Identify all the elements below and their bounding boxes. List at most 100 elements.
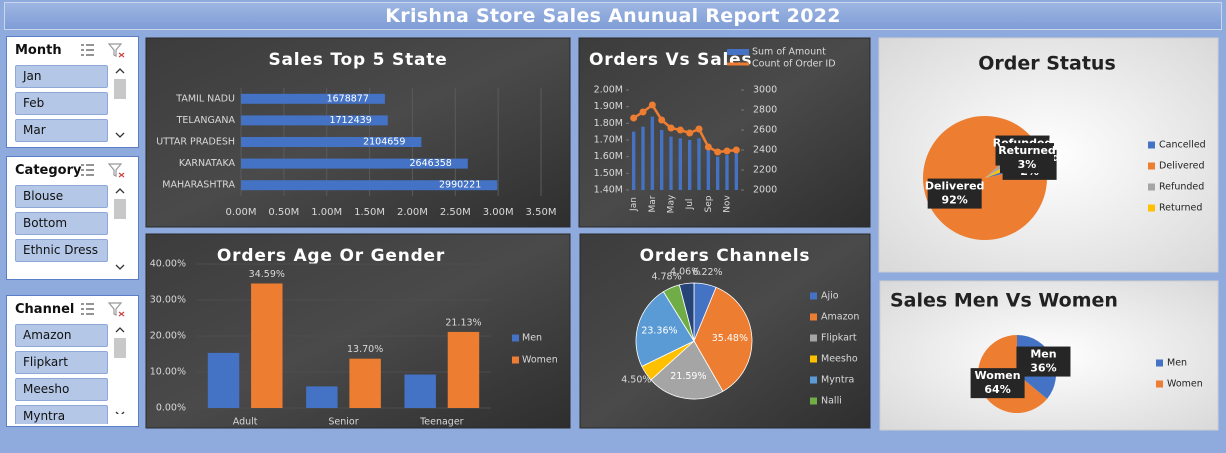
x-tick-label: Jul xyxy=(685,199,695,211)
chart-panel xyxy=(578,37,871,228)
legend-swatch xyxy=(1148,141,1155,149)
slicer-item[interactable]: Feb xyxy=(15,92,108,115)
data-label: 4.78% xyxy=(651,272,681,283)
y2-tick-label: 2200 xyxy=(753,165,777,176)
bar xyxy=(404,374,436,408)
chart-title: Orders Age Or Gender xyxy=(217,246,445,266)
legend-label: Women xyxy=(1167,379,1203,390)
x-tick-label: Nov xyxy=(723,195,733,213)
x-tick-label: 0.50M xyxy=(268,207,299,218)
bar xyxy=(650,116,655,190)
y-tick-label: 1.40M xyxy=(594,185,623,196)
slicer-item[interactable]: Mar xyxy=(15,119,108,142)
legend-label: Amazon xyxy=(821,312,859,323)
slicer-item[interactable]: Flipkart xyxy=(15,351,108,374)
data-label: 2104659 xyxy=(363,137,405,148)
legend-label: Count of Order ID xyxy=(752,59,836,70)
y-tick-label: 10.00% xyxy=(150,367,186,378)
bar xyxy=(631,131,636,190)
category-slicer[interactable]: Category Blouse Bottom Ethnic Dress xyxy=(6,156,139,280)
y2-tick-label: 2000 xyxy=(753,185,777,196)
data-label-name: Returned xyxy=(998,144,1056,157)
data-label: 6.22% xyxy=(692,267,722,278)
x-tick-label: 1.00M xyxy=(311,207,342,218)
data-label: 1678877 xyxy=(327,93,369,104)
marker xyxy=(658,116,666,124)
data-label: 21.13% xyxy=(445,317,481,328)
data-label: 4.06% xyxy=(670,266,700,277)
month-slicer[interactable]: Month Jan Feb Mar xyxy=(6,36,139,148)
slicer-item[interactable]: Blouse xyxy=(15,185,108,208)
legend-label: Flipkart xyxy=(821,333,857,344)
data-label: 13.70% xyxy=(347,344,383,355)
data-label: 1712439 xyxy=(329,115,371,126)
legend-swatch xyxy=(1156,359,1163,367)
legend-label: Returned xyxy=(1159,203,1202,214)
chart-panel xyxy=(145,37,571,228)
legend-label: Myntra xyxy=(821,375,854,386)
bar xyxy=(241,93,385,104)
chart-title: Order Status xyxy=(978,53,1116,75)
bar xyxy=(241,137,422,147)
scrollbar[interactable] xyxy=(112,65,128,148)
marker xyxy=(630,114,638,122)
marker xyxy=(695,125,703,133)
slicer-item[interactable]: Meesho xyxy=(15,378,108,401)
slicer-icons[interactable] xyxy=(79,301,129,317)
legend-swatch xyxy=(810,334,817,342)
x-tick-label: 3.00M xyxy=(483,207,514,218)
slicer-item[interactable]: Ethnic Dress xyxy=(15,239,108,262)
slicer-icons[interactable] xyxy=(79,162,129,178)
slicer-item[interactable]: Myntra xyxy=(15,405,108,424)
marker xyxy=(714,148,722,156)
marker xyxy=(639,108,647,116)
data-label-box xyxy=(1000,143,1055,174)
legend-swatch xyxy=(1148,183,1155,191)
bar xyxy=(349,358,381,408)
y2-tick-label: 2800 xyxy=(753,105,777,116)
legend-swatch xyxy=(810,376,817,384)
y-tick-label: 1.90M xyxy=(594,101,623,112)
scrollbar[interactable] xyxy=(112,185,128,275)
legend-swatch xyxy=(1148,204,1155,212)
y2-tick-label: 2600 xyxy=(753,125,777,136)
pie-slice xyxy=(650,340,724,400)
slicer-item[interactable]: Bottom xyxy=(15,212,108,235)
pie-slice xyxy=(678,282,695,342)
data-label: 92% xyxy=(941,194,967,207)
x-tick-label: Mar xyxy=(648,195,658,212)
bar xyxy=(241,180,498,191)
bar xyxy=(659,130,664,190)
bar xyxy=(251,283,283,408)
legend-label: Ajio xyxy=(821,291,839,302)
y2-tick-label: 3000 xyxy=(753,85,777,96)
scrollbar[interactable] xyxy=(112,324,128,414)
legend-label: Refunded xyxy=(1159,182,1204,193)
legend-swatch xyxy=(1148,162,1155,170)
legend-swatch xyxy=(810,313,817,321)
slicer-icons[interactable] xyxy=(79,42,129,58)
data-label-name: Men xyxy=(1030,348,1056,361)
y-tick-label: 2.00M xyxy=(594,85,623,96)
data-label: 23.36% xyxy=(641,326,677,337)
slicer-list: Blouse Bottom Ethnic Dress xyxy=(15,185,108,277)
y-tick-label: 30.00% xyxy=(150,295,186,306)
slicer-item[interactable]: Amazon xyxy=(15,324,108,347)
x-tick-label: Senior xyxy=(328,417,358,428)
channel-slicer[interactable]: Channel Amazon Flipkart Meesho Myntra xyxy=(6,295,139,427)
marker xyxy=(648,101,656,109)
y-tick-label: 1.60M xyxy=(594,151,623,162)
legend-swatch xyxy=(810,292,817,300)
legend-label: Nalli xyxy=(821,396,842,407)
data-label: 2646358 xyxy=(410,158,452,169)
slicer-list: Amazon Flipkart Meesho Myntra xyxy=(15,324,108,424)
legend-label: Sum of Amount xyxy=(752,47,826,58)
bar xyxy=(669,136,673,190)
slicer-item[interactable]: Jan xyxy=(15,65,108,88)
x-tick-label: 1.50M xyxy=(354,207,385,218)
bar xyxy=(734,153,739,190)
bar xyxy=(706,150,711,190)
bar xyxy=(641,126,645,190)
y-tick-label: KARNATAKA xyxy=(179,158,236,169)
